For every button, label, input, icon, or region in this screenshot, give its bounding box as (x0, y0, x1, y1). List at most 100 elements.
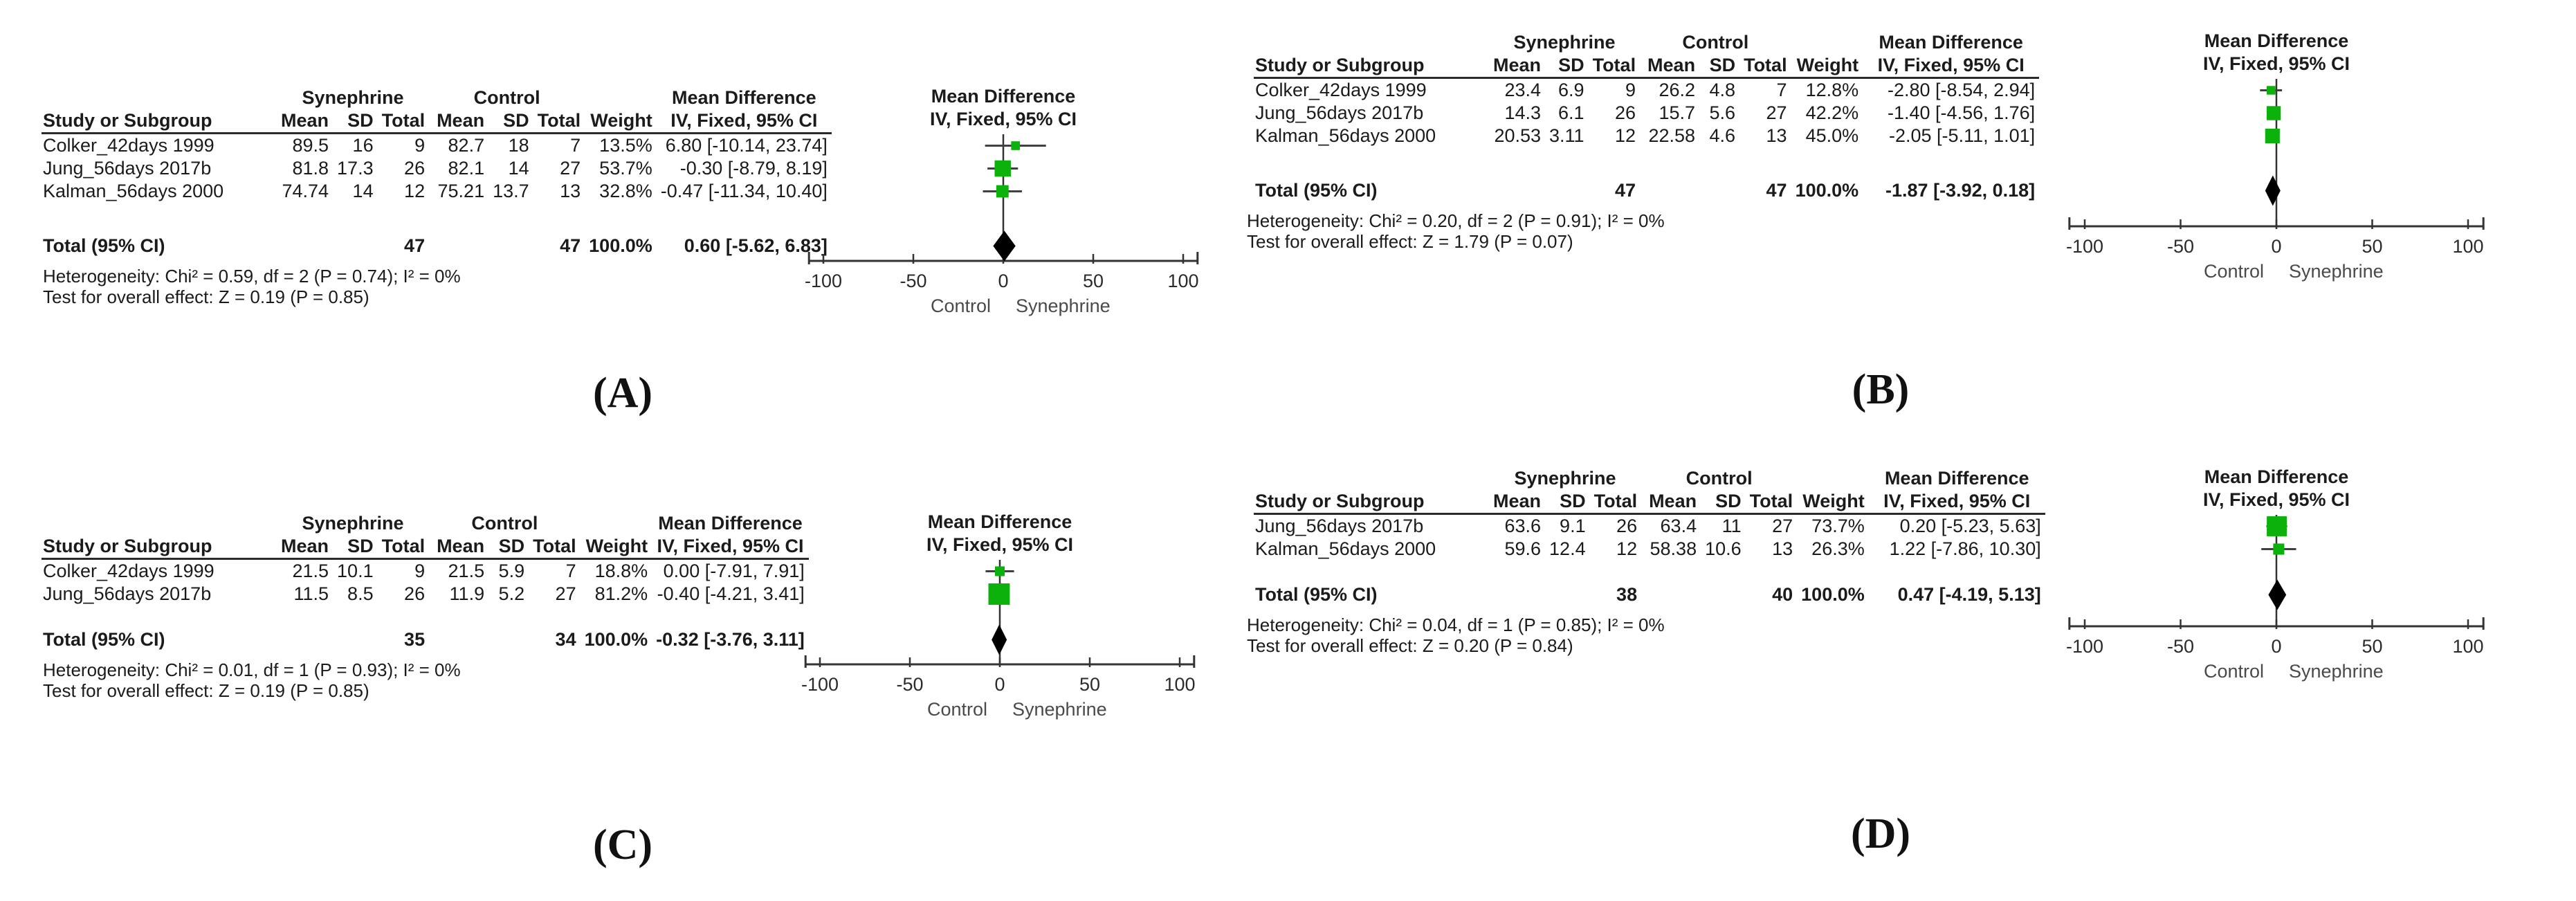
forest-plot-panel-c: Synephrine Control Mean Difference Study… (42, 498, 1218, 803)
ctl-mean: 82.1 (448, 158, 485, 179)
col-ctl-total: Total (537, 110, 581, 131)
axis-tick-label: 50 (2362, 236, 2382, 257)
ctl-total: 13 (1766, 125, 1787, 146)
ctl-mean: 75.21 (437, 181, 485, 201)
ctl-mean: 58.38 (1650, 538, 1697, 559)
total-ci-value: 0.47 [-4.19, 5.13] (1897, 584, 2041, 605)
total-label: Total (95% CI) (1255, 180, 1378, 201)
column-header-row: Study or Subgroup Mean SD Total Mean SD … (1254, 54, 2039, 78)
exp-sd: 14 (352, 181, 374, 201)
col-study: Study or Subgroup (43, 110, 212, 131)
group-header-row: Synephrine Control Mean Difference (1254, 467, 2045, 490)
total-label: Total (95% CI) (43, 235, 165, 256)
weight-value: 42.2% (1805, 102, 1859, 123)
ctl-total: 7 (1776, 80, 1787, 100)
effect-square (2267, 86, 2276, 95)
exp-total: 9 (414, 561, 426, 581)
ctl-total: 27 (560, 158, 581, 179)
col-study: Study or Subgroup (1255, 55, 1425, 75)
study-table: Synephrine Control Mean Difference Study… (1254, 467, 2045, 606)
exp-total: 9 (414, 135, 426, 156)
effect-square (996, 185, 1009, 198)
total-weight: 100.0% (1795, 180, 1859, 201)
ctl-mean: 26.2 (1659, 80, 1696, 100)
col-exp-mean: Mean (1493, 491, 1542, 511)
empty-cell (1797, 467, 1869, 490)
group-header-row: Synephrine Control Mean Difference (42, 87, 832, 109)
forest-plot-panel-b: Synephrine Control Mean Difference Study… (1245, 17, 2573, 343)
axis-tick-label: 0 (2271, 236, 2281, 257)
col-ci: IV, Fixed, 95% CI (657, 536, 804, 556)
forest-plot-chart: -100 -50 0 50 100 Control Synephrine (2066, 79, 2485, 282)
exp-total: 26 (404, 158, 426, 179)
ci-value: 1.22 [-7.86, 10.30] (1889, 538, 2041, 559)
empty-cell (581, 512, 652, 535)
exp-mean: 14.3 (1504, 102, 1542, 123)
ctl-total: 27 (1766, 102, 1787, 123)
total-weight: 100.0% (1801, 584, 1865, 605)
total-label: Total (95% CI) (1255, 584, 1378, 605)
plot-header: Mean Difference IV, Fixed, 95% CI (851, 85, 1155, 131)
pooled-diamond (2265, 175, 2281, 206)
control-group-header: Control (1686, 468, 1753, 489)
total-ci-value: -1.87 [-3.92, 0.18] (1885, 180, 2036, 201)
study-row: Jung_56days 2017b 63.6 9.1 26 63.4 11 27 73.7% 0… (1254, 514, 2045, 538)
study-name: Kalman_56days 2000 (43, 181, 224, 201)
col-weight: Weight (1796, 55, 1859, 75)
group-header-row: Synephrine Control Mean Difference (42, 512, 809, 535)
plot-header-effect: Mean Difference (2204, 30, 2349, 51)
favours-left-label: Control (931, 295, 991, 316)
col-ctl-total: Total (533, 536, 576, 556)
col-weight: Weight (590, 110, 652, 131)
col-ctl-total: Total (1744, 55, 1787, 75)
effect-square (988, 583, 1010, 605)
total-label: Total (95% CI) (43, 629, 165, 650)
study-table: Synephrine Control Mean Difference Study… (42, 512, 809, 651)
plot-header-effect: Mean Difference (2204, 466, 2349, 487)
study-name: Kalman_56days 2000 (1255, 125, 1436, 146)
col-ctl-total: Total (1749, 491, 1793, 511)
heterogeneity-text: Heterogeneity: Chi² = 0.20, df = 2 (P = … (1247, 210, 1665, 231)
ctl-mean: 21.5 (448, 561, 485, 581)
empty-cell (42, 512, 277, 535)
exp-total: 12 (1616, 538, 1638, 559)
experimental-group-header: Synephrine (1514, 468, 1616, 489)
forest-plot-chart: -100 -50 0 50 100 Control Synephrine (805, 134, 1199, 316)
ci-value: -0.40 [-4.21, 3.41] (657, 583, 805, 604)
ctl-total: 7 (565, 561, 576, 581)
exp-sd: 12.4 (1549, 538, 1586, 559)
col-study: Study or Subgroup (1255, 491, 1425, 511)
exp-total-sum: 47 (404, 235, 426, 256)
exp-sd: 10.1 (337, 561, 374, 581)
exp-sd: 17.3 (337, 158, 374, 179)
col-exp-mean: Mean (281, 110, 329, 131)
exp-sd: 6.9 (1558, 80, 1584, 100)
control-group-header: Control (473, 87, 540, 108)
ci-value: -2.05 [-5.11, 1.01] (1889, 125, 2036, 146)
forest-plot-panel-d: Synephrine Control Mean Difference Study… (1245, 453, 2573, 758)
ctl-sd: 13.7 (493, 181, 529, 201)
ctl-sd: 14 (508, 158, 529, 179)
axis-tick-label: 100 (1164, 674, 1195, 695)
plot-header-method: IV, Fixed, 95% CI (2202, 489, 2350, 510)
column-header-row: Study or Subgroup Mean SD Total Mean SD … (42, 535, 809, 559)
pooled-diamond (2268, 579, 2287, 610)
favours-left-label: Control (2204, 261, 2264, 282)
ctl-total-sum: 34 (555, 629, 576, 650)
control-group-header: Control (471, 513, 538, 534)
axis-tick-label: 50 (1079, 674, 1100, 695)
total-weight: 100.0% (589, 235, 652, 256)
experimental-group-header: Synephrine (1513, 32, 1616, 53)
axis-tick-label: -100 (2066, 636, 2103, 657)
ctl-mean: 82.7 (448, 135, 485, 156)
forest-plot-chart: -100 -50 0 50 100 Control Synephrine (2066, 515, 2485, 682)
plot-header: Mean Difference IV, Fixed, 95% CI (848, 511, 1152, 556)
axis-tick-label: 0 (2271, 636, 2281, 657)
ctl-sd: 18 (508, 135, 529, 156)
study-name: Jung_56days 2017b (1255, 102, 1424, 123)
plot-header: Mean Difference IV, Fixed, 95% CI (2124, 466, 2429, 511)
heterogeneity-text: Heterogeneity: Chi² = 0.04, df = 1 (P = … (1247, 615, 1665, 635)
panel-label-b: (B) (1852, 366, 1910, 413)
axis-tick-label: 100 (2452, 636, 2483, 657)
